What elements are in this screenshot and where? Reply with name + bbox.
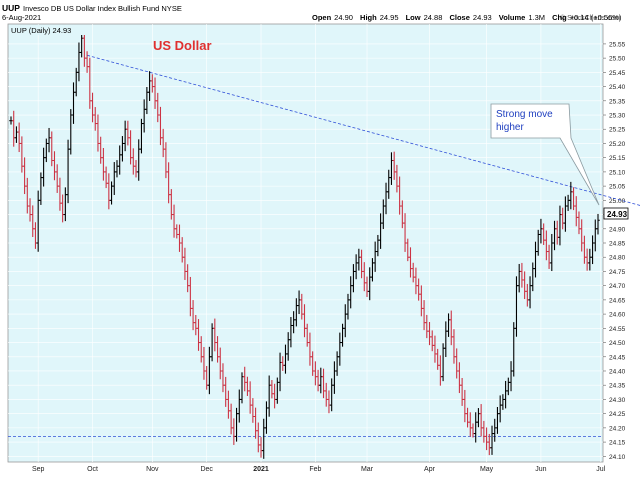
y-tick-label: 24.50: [609, 340, 626, 347]
y-tick-label: 25.10: [609, 169, 626, 176]
x-tick-label: Nov: [146, 466, 159, 473]
x-tick-label: Sep: [32, 466, 45, 473]
y-tick-label: 24.60: [609, 312, 626, 319]
volume-value: 1.3M: [528, 13, 545, 22]
y-tick-label: 24.20: [609, 425, 626, 432]
annotation-callout: Strong move higher: [490, 103, 600, 206]
close-label: Close: [449, 13, 469, 22]
y-tick-label: 25.05: [609, 184, 626, 191]
low-value: 24.88: [424, 13, 443, 22]
y-tick-label: 25.45: [609, 70, 626, 77]
y-tick-label: 24.80: [609, 255, 626, 262]
high-value: 24.95: [380, 13, 399, 22]
last-price-box: [603, 207, 629, 220]
y-tick-label: 24.35: [609, 383, 626, 390]
y-tick-label: 24.70: [609, 283, 626, 290]
quote-date: 6-Aug-2021: [2, 13, 41, 22]
y-tick-label: 25.35: [609, 98, 626, 105]
x-tick-label: Jul: [596, 466, 605, 473]
x-tick-label: 2021: [253, 466, 269, 473]
x-tick-label: Apr: [424, 466, 436, 473]
x-axis-ticks: SepOctNovDec2021FebMarAprMayJunJulAug: [32, 466, 606, 473]
gridlines: [8, 24, 603, 462]
x-tick-label: May: [480, 466, 494, 473]
y-tick-label: 25.55: [609, 41, 626, 48]
open-value: 24.90: [334, 13, 353, 22]
y-tick-label: 25.00: [609, 198, 626, 205]
x-tick-label: Oct: [87, 466, 98, 473]
legend-box: [9, 25, 91, 35]
y-tick-label: 25.20: [609, 141, 626, 148]
callout-line-2: higher: [496, 122, 524, 133]
copyright-notice: © StockCharts.com: [560, 14, 621, 22]
close-value: 24.93: [473, 13, 492, 22]
ohlc-bar: [596, 213, 600, 235]
last-price-marker: 24.93: [603, 207, 629, 220]
y-tick-label: 25.50: [609, 56, 626, 63]
x-tick-label: Jun: [535, 466, 546, 473]
chg-value: +0.14 (+0.56%): [570, 13, 622, 22]
y-tick-label: 24.65: [609, 297, 626, 304]
y-tick-label: 24.10: [609, 454, 626, 461]
ticker-symbol: UUP: [2, 3, 20, 13]
quote-summary: Open 24.90 High 24.95 Low 24.88 Close 24.93 …: [312, 13, 622, 22]
volume-label: Volume: [499, 13, 526, 22]
y-tick-label: 24.25: [609, 411, 626, 418]
high-label: High: [360, 13, 377, 22]
low-label: Low: [406, 13, 421, 22]
y-tick-label: 25.30: [609, 113, 626, 120]
y-tick-label: 24.90: [609, 226, 626, 233]
y-tick-label: 24.85: [609, 241, 626, 248]
chart-title: US Dollar: [153, 38, 212, 53]
y-tick-label: 24.30: [609, 397, 626, 404]
callout-line-1: Strong move: [496, 109, 553, 120]
y-axis-ticks: 24.10 24.15 24.20 24.25 24.30 24.35 24.40 24.45…: [603, 41, 626, 461]
y-tick-label: 24.15: [609, 440, 626, 447]
y-tick-label: 24.45: [609, 354, 626, 361]
x-tick-label: Mar: [361, 466, 374, 473]
y-tick-label: 25.25: [609, 127, 626, 134]
callout-text: Strong move higher: [496, 109, 555, 133]
open-label: Open: [312, 13, 332, 22]
y-tick-label: 25.15: [609, 155, 626, 162]
x-tick-label: Feb: [309, 466, 321, 473]
chg-label: Chg: [552, 13, 567, 22]
callout-box: [490, 103, 600, 206]
downtrend-line: [86, 54, 640, 206]
price-bars: [9, 28, 600, 459]
y-tick-label: 24.40: [609, 368, 626, 375]
last-price-label: 24.93: [607, 210, 628, 219]
y-tick-label: 24.75: [609, 269, 626, 276]
x-tick-label: Dec: [200, 466, 213, 473]
y-tick-label: 25.40: [609, 84, 626, 91]
legend-label: UUP (Daily) 24.93: [11, 26, 71, 35]
y-tick-label: 24.55: [609, 326, 626, 333]
fund-name: Invesco DB US Dollar Index Bullish Fund …: [23, 4, 182, 13]
